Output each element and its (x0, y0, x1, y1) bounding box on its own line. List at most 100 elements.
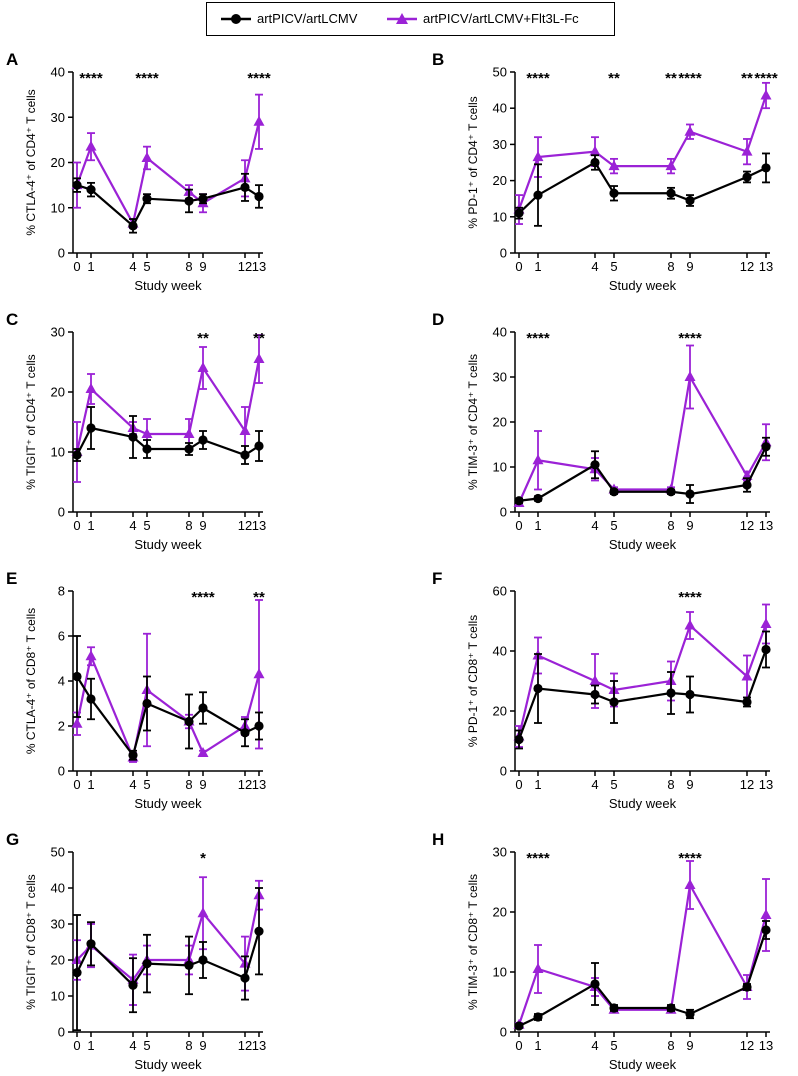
significance-label: ** (741, 70, 753, 87)
x-tick-label: 8 (185, 777, 192, 792)
y-tick-label: 30 (51, 917, 65, 932)
data-point-triangle (85, 650, 97, 661)
data-point-circle (742, 982, 752, 992)
x-axis-label: Study week (134, 1057, 202, 1072)
y-tick-label: 30 (493, 137, 507, 152)
data-point-circle (609, 487, 619, 497)
x-tick-label: 0 (73, 518, 80, 533)
x-tick-label: 12 (238, 259, 252, 274)
data-point-circle (142, 444, 152, 454)
data-point-circle (240, 728, 250, 738)
x-tick-label: 5 (143, 777, 150, 792)
series-line (518, 929, 768, 1027)
data-point-circle (666, 1003, 676, 1013)
data-point-circle (761, 163, 771, 173)
x-tick-label: 13 (759, 1038, 773, 1053)
significance-label: **** (79, 70, 103, 87)
significance-label: **** (678, 330, 702, 347)
data-point-circle (128, 750, 138, 760)
series-line (76, 894, 261, 982)
legend-label-series1: artPICV/artLCMV (257, 11, 358, 26)
x-tick-label: 12 (238, 777, 252, 792)
data-point-triangle (608, 160, 620, 171)
x-tick-label: 5 (610, 518, 617, 533)
x-tick-label: 1 (534, 518, 541, 533)
data-point-triangle (741, 145, 753, 156)
series-1 (72, 635, 264, 761)
significance-label: **** (754, 70, 778, 87)
data-point-triangle (684, 371, 696, 381)
data-point-triangle (253, 115, 265, 126)
data-point-triangle (183, 428, 195, 438)
y-tick-label: 30 (51, 110, 65, 125)
data-point-circle (198, 703, 208, 713)
data-point-triangle (532, 963, 544, 973)
series-line (76, 184, 260, 228)
y-tick-label: 20 (493, 173, 507, 188)
data-point-circle (533, 190, 543, 200)
x-tick-label: 12 (740, 777, 754, 792)
data-point-triangle (239, 425, 251, 435)
data-point-circle (514, 208, 524, 218)
series-1 (514, 920, 771, 1031)
data-point-circle (240, 450, 250, 460)
x-tick-label: 1 (87, 518, 94, 533)
x-tick-label: 5 (143, 259, 150, 274)
x-tick-label: 1 (534, 777, 541, 792)
legend-label-series2: artPICV/artLCMV+Flt3L-Fc (423, 11, 579, 26)
y-tick-label: 20 (51, 155, 65, 170)
data-point-circle (72, 450, 82, 460)
y-axis-label: % PD-1⁺ of CD4⁺ T cells (466, 96, 480, 228)
x-tick-label: 12 (740, 518, 754, 533)
y-tick-label: 6 (58, 629, 65, 644)
data-point-circle (184, 444, 194, 454)
data-point-triangle (197, 907, 209, 918)
data-point-triangle (665, 160, 677, 171)
x-tick-label: 9 (686, 777, 693, 792)
legend: artPICV/artLCMV artPICV/artLCMV+Flt3L-Fc (206, 2, 615, 36)
y-tick-label: 0 (58, 505, 65, 520)
x-tick-label: 8 (185, 259, 192, 274)
data-point-circle (240, 973, 250, 983)
y-tick-label: 40 (493, 101, 507, 116)
x-tick-label: 4 (129, 259, 136, 274)
data-point-circle (590, 689, 600, 700)
y-tick-label: 50 (493, 65, 507, 80)
significance-label: ** (665, 70, 677, 87)
y-tick-label: 2 (58, 719, 65, 734)
data-point-triangle (71, 717, 83, 728)
y-axis-label: % TIGIT⁺ of CD8⁺ T cells (24, 874, 38, 1009)
x-tick-label: 13 (252, 518, 266, 533)
data-point-circle (742, 172, 752, 182)
y-tick-label: 30 (493, 370, 507, 385)
x-tick-label: 5 (610, 777, 617, 792)
data-point-circle (533, 493, 543, 504)
series-2 (71, 334, 265, 483)
series-2 (71, 599, 265, 763)
y-tick-label: 10 (493, 460, 507, 475)
data-point-circle (666, 188, 676, 198)
y-tick-label: 0 (500, 1025, 507, 1040)
y-tick-label: 10 (51, 445, 65, 460)
y-tick-label: 40 (51, 881, 65, 896)
y-tick-label: 0 (58, 246, 65, 261)
data-point-triangle (197, 747, 209, 757)
x-tick-label: 9 (686, 518, 693, 533)
y-tick-label: 40 (493, 325, 507, 340)
series-2 (71, 876, 265, 1006)
y-tick-label: 20 (51, 385, 65, 400)
series-1 (514, 436, 771, 506)
panel-letter: C (6, 310, 18, 329)
x-tick-label: 8 (667, 518, 674, 533)
y-tick-label: 40 (493, 644, 507, 659)
data-point-triangle (684, 879, 696, 889)
data-point-circle (514, 1021, 524, 1031)
y-axis-label: % PD-1⁺ of CD8⁺ T cells (466, 615, 480, 747)
x-tick-label: 12 (238, 1038, 252, 1053)
series-1 (72, 406, 264, 465)
data-point-triangle (253, 353, 265, 363)
data-point-triangle (85, 383, 97, 393)
series-1 (514, 630, 771, 750)
